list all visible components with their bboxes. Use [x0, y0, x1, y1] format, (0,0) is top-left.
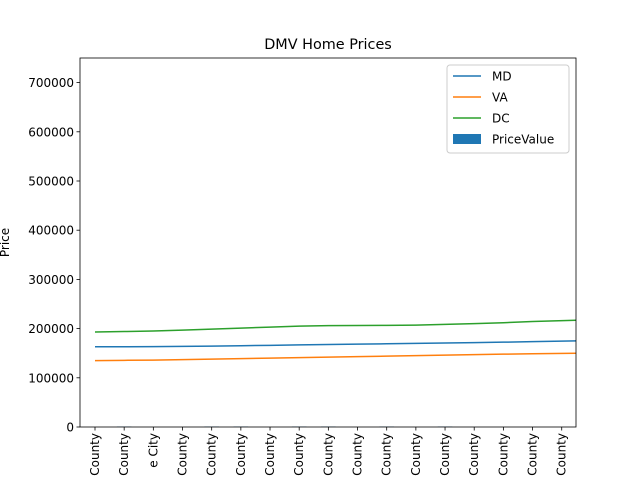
legend: MD VA DC PriceValue	[446, 64, 570, 154]
y-tick-label-2: 200000	[28, 322, 74, 336]
x-tick-label-0: County	[88, 433, 102, 476]
legend-label-md: MD	[492, 70, 512, 84]
x-tick-label-1: County	[117, 433, 131, 476]
x-tick-label-11: County	[409, 433, 423, 476]
x-tick-label-15: County	[526, 433, 540, 476]
x-tick-label-6: County	[263, 433, 277, 476]
y-tick-label-3: 300000	[28, 273, 74, 287]
series-line-dc	[94, 319, 577, 333]
x-tick-label-3: County	[176, 433, 190, 476]
x-tick-label-2: e City	[146, 433, 160, 468]
x-tick-label-4: County	[205, 433, 219, 476]
chart-title: DMV Home Prices	[264, 37, 392, 53]
y-tick-label-1: 100000	[28, 371, 74, 385]
x-tick-label-12: County	[438, 433, 452, 476]
y-tick-label-7: 700000	[28, 76, 74, 90]
plot-layer: 0 100000 200000 300000 400000 500000 600000 700…	[28, 57, 577, 476]
x-tick-label-7: County	[292, 433, 306, 476]
x-tick-label-8: County	[321, 433, 335, 476]
x-tick-label-14: County	[496, 433, 510, 476]
legend-frame	[446, 64, 570, 154]
legend-label-dc: DC	[492, 112, 510, 126]
series-line-va	[94, 352, 577, 362]
x-tick-label-16: County	[555, 433, 569, 476]
series-line-md	[95, 340, 577, 348]
legend-label-pricevalue: PriceValue	[492, 133, 554, 147]
y-tick-label-0: 0	[66, 421, 74, 435]
y-tick-label-5: 500000	[28, 175, 74, 189]
y-tick-label-6: 600000	[28, 125, 74, 139]
x-tick-label-9: County	[351, 433, 365, 476]
y-tick-label-4: 400000	[28, 224, 74, 238]
legend-label-va: VA	[492, 91, 508, 105]
x-tick-label-5: County	[234, 433, 248, 476]
legend-swatch-pricevalue	[453, 134, 481, 144]
y-axis-label: Price	[0, 228, 12, 257]
x-tick-label-13: County	[467, 433, 481, 476]
x-tick-label-10: County	[380, 433, 394, 476]
